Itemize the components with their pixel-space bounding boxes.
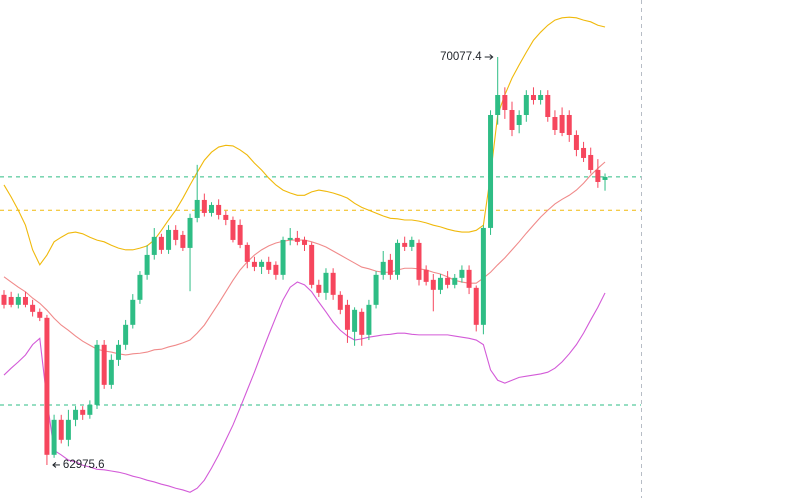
annotation-label: 62975.6 [63,459,105,471]
candle-body [459,269,465,278]
candle-body [495,95,501,115]
candle-body [323,272,329,293]
candle-body [344,304,350,330]
candle-body [509,109,515,130]
candle-body [366,304,372,335]
candle-body [223,214,229,220]
candle-body [244,244,250,262]
candle-body [108,359,114,385]
candle-body [488,114,494,228]
band-line [3,281,606,493]
candle-body [337,294,343,310]
annotation-arrowhead [489,54,494,60]
candle-body [302,239,308,245]
candle-body [573,134,579,150]
candle-body [65,419,71,440]
candle-body [294,237,300,242]
candle-body [523,95,529,115]
candle-body [44,317,50,455]
candle-body [502,95,508,110]
candle-body [266,261,272,270]
candle-body [37,311,43,318]
candle-body [80,409,86,415]
candle-body [409,239,415,247]
candle-body [416,242,422,280]
candle-body [566,114,572,135]
band-line [3,16,606,266]
candle-body [259,261,265,267]
candle-body [316,284,322,293]
candle-body [22,296,28,305]
candle-body [473,287,479,325]
candle-body [51,419,57,455]
candle-body [208,204,214,213]
candle-body [516,114,522,125]
candle-body [466,269,472,288]
candle-body [237,224,243,245]
candle-body [402,242,408,247]
candle-body [380,261,386,275]
candle-body [130,299,136,325]
candle-body [8,296,14,305]
candle-body [30,304,36,312]
candle-body [73,409,79,420]
candle-body [530,95,536,101]
candle-body [595,169,601,182]
candle-body [430,279,436,290]
candle-body [280,239,286,275]
candle-body [387,259,393,275]
candle-body [273,264,279,275]
candle-body [137,274,143,300]
candle-body [373,274,379,305]
candle-body [201,199,207,213]
candle-body [166,229,172,250]
annotation-arrowhead [52,462,57,468]
candle-body [480,227,486,325]
candle-body [352,309,358,332]
candle-body [194,199,200,218]
candle-body [552,117,558,130]
candle-body [230,219,236,240]
candle-body [330,272,336,295]
candle-body [452,277,458,285]
candle-body [559,114,565,133]
candle-body [158,236,164,250]
candle-body [545,95,551,118]
candle-body [287,237,293,240]
annotation-label: 70077.4 [440,51,482,63]
candle-body [423,269,429,282]
candle-body [115,344,121,360]
candle-body [251,261,257,267]
candle-body [588,154,594,170]
candle-body [395,242,401,275]
candle-body [581,147,587,158]
candle-body [437,277,443,290]
candle-body [123,324,129,345]
candle-body [144,254,150,275]
candle-body [216,204,222,215]
band-line [3,161,606,356]
candle-body [94,344,100,405]
candle-body [15,296,21,305]
candle-body [309,244,315,285]
candle-body [538,95,544,101]
candle-body [187,217,193,248]
candle-body [101,344,107,385]
candle-body [445,277,451,285]
candle-body [58,419,64,440]
candle-body [87,404,93,415]
candle-body [1,294,7,305]
candle-body [173,229,179,240]
candle-body [151,236,157,255]
candle-body [602,176,608,180]
candle-body [180,234,186,248]
candle-body [359,311,365,335]
